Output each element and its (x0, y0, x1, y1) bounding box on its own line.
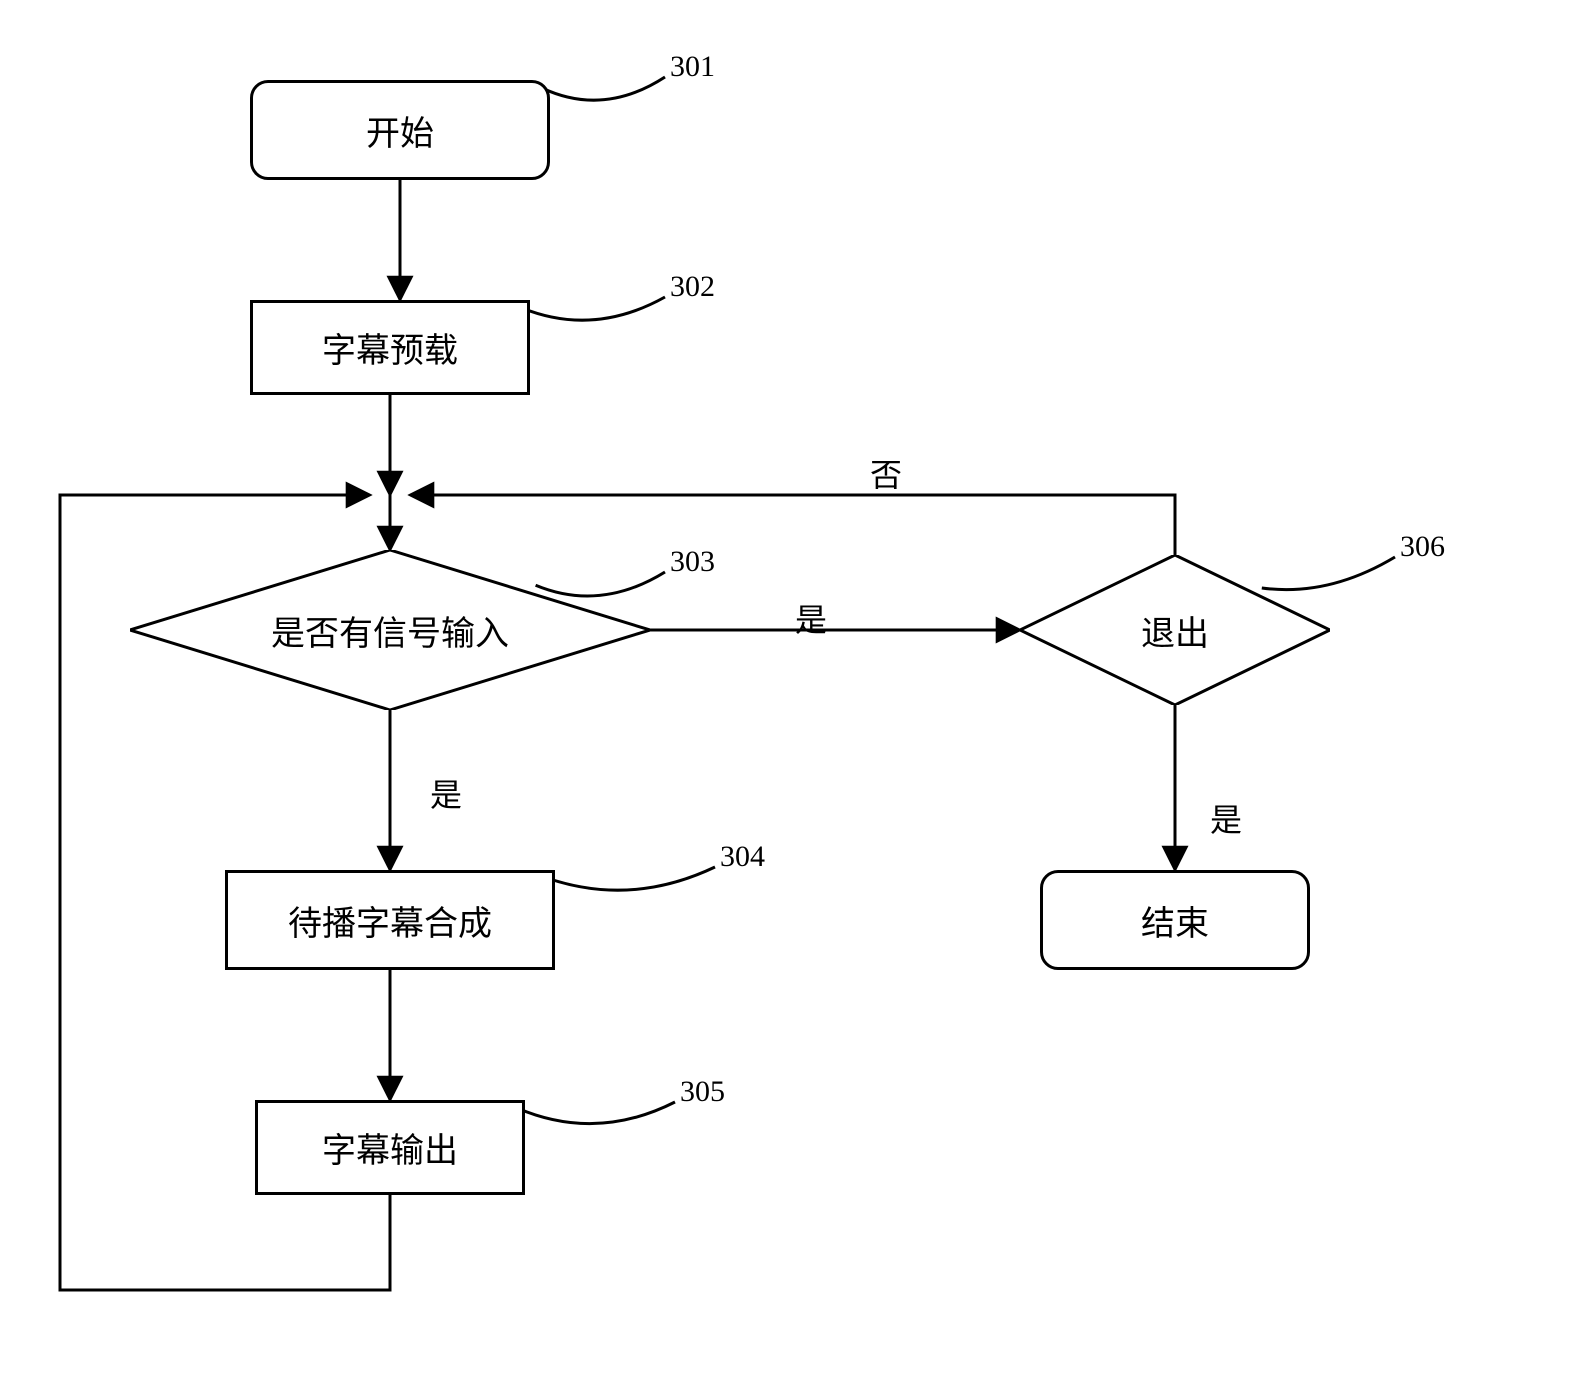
edge-label-l303_yes_down: 是 (430, 770, 462, 816)
callout-c305: 305 (680, 1075, 725, 1109)
flowchart-canvas: 开始字幕预载是否有信号输入待播字幕合成字幕输出退出结束是是是否301302303… (0, 0, 1596, 1384)
edge-label-l306_no_up: 否 (870, 450, 902, 496)
callout-leader-c302 (522, 297, 665, 320)
node-n305: 字幕输出 (255, 1100, 525, 1195)
node-n303: 是否有信号输入 (130, 550, 650, 710)
edge-label-l303_yes_right: 是 (795, 595, 827, 641)
callout-leader-c301 (542, 77, 665, 100)
node-label: 字幕输出 (322, 1123, 458, 1172)
callout-c302: 302 (670, 270, 715, 304)
callout-leader-c305 (517, 1102, 675, 1124)
node-n301: 开始 (250, 80, 550, 180)
node-label: 字幕预载 (322, 323, 458, 372)
callout-c304: 304 (720, 840, 765, 874)
node-label: 结束 (1141, 896, 1209, 945)
edge-label-l306_yes_down: 是 (1210, 795, 1242, 841)
node-n302: 字幕预载 (250, 300, 530, 395)
edge-n306_no-merge (410, 495, 1175, 555)
callout-c306: 306 (1400, 530, 1445, 564)
node-n_end: 结束 (1040, 870, 1310, 970)
callout-c303: 303 (670, 545, 715, 579)
node-n304: 待播字幕合成 (225, 870, 555, 970)
callout-c301: 301 (670, 50, 715, 84)
callout-leader-c304 (547, 867, 715, 890)
node-label: 退出 (1141, 606, 1209, 655)
node-n306: 退出 (1020, 555, 1330, 705)
node-label: 开始 (366, 106, 434, 155)
node-label: 是否有信号输入 (271, 606, 509, 655)
node-label: 待播字幕合成 (288, 896, 492, 945)
